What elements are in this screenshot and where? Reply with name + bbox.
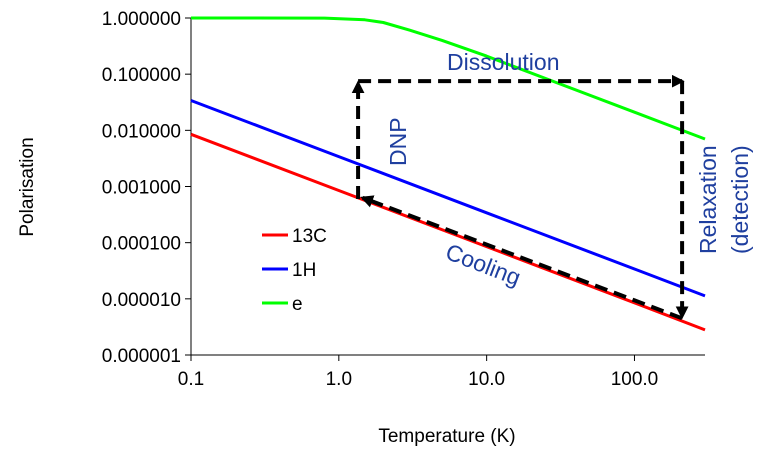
axes: 0.000001 0.000010 0.000100 0.001000 0.010000…	[102, 9, 705, 390]
y-axis-title: Polarisation	[17, 137, 38, 236]
dnp-label: DNP	[385, 117, 411, 166]
x-tick-label: 10.0	[468, 369, 505, 390]
legend: 13C 1H e	[262, 226, 327, 315]
legend-label-13c: 13C	[292, 226, 327, 247]
arrow-layer	[351, 74, 689, 321]
legend-label-1h: 1H	[292, 260, 316, 281]
y-tick-label: 0.001000	[102, 178, 181, 199]
y-tick-label: 1.000000	[102, 9, 181, 30]
y-tick-label: 0.000001	[102, 346, 181, 367]
label-layer: 13C 1H e	[262, 226, 327, 315]
y-tick-label: 0.000010	[102, 290, 181, 311]
series-line-1h	[190, 99, 706, 298]
x-tick-label: 0.1	[178, 369, 204, 390]
y-tick-label: 0.010000	[102, 121, 181, 142]
cooling-arrow	[360, 195, 683, 321]
series-line-e	[190, 16, 706, 141]
dissolution-label: Dissolution	[447, 49, 560, 75]
x-axis-title: Temperature (K)	[378, 426, 515, 447]
y-tick-label: 0.100000	[102, 65, 181, 86]
y-tick-label: 0.000100	[102, 234, 181, 255]
relaxation-label-line1: Relaxation	[695, 145, 721, 254]
x-tick-label: 100.0	[611, 369, 659, 390]
legend-label-e: e	[292, 294, 303, 315]
relaxation-label-line2: (detection)	[727, 145, 753, 254]
x-tick-label: 1.0	[326, 369, 352, 390]
